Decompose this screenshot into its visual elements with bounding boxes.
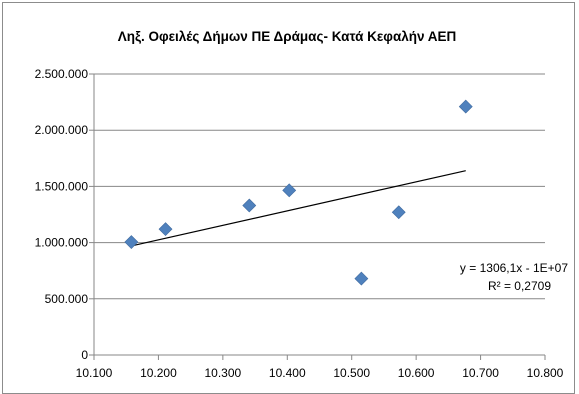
data-point <box>242 198 257 213</box>
x-tick-labels: 10.100 10.200 10.300 10.400 10.500 10.600 10.7… <box>76 366 564 380</box>
axes <box>89 73 546 360</box>
y-tick-labels: 0 500.000 1.000.000 1.500.000 2.000.000 2.500… <box>35 67 89 362</box>
data-point <box>158 222 173 237</box>
data-point <box>124 235 139 249</box>
y-tick-label: 2.000.000 <box>35 123 89 137</box>
x-tick-label: 10.500 <box>333 366 370 380</box>
y-tick-label: 1.000.000 <box>35 236 89 250</box>
y-tick-label: 1.500.000 <box>35 179 89 193</box>
y-tick-label: 500.000 <box>45 292 89 306</box>
x-tick-label: 10.200 <box>140 366 177 380</box>
data-point <box>391 205 406 220</box>
x-tick-label: 10.100 <box>76 366 113 380</box>
x-tick-label: 10.800 <box>527 366 564 380</box>
data-point <box>354 271 369 286</box>
trendline-line <box>131 170 466 247</box>
trendline <box>131 170 466 247</box>
data-point <box>458 99 473 114</box>
x-tick-label: 10.400 <box>269 366 306 380</box>
scatter-chart: Ληξ. Οφειλές Δήμων ΠΕ Δράμας- Κατά Κεφαλ… <box>35 29 569 380</box>
x-tick-label: 10.700 <box>462 366 499 380</box>
x-tick-label: 10.300 <box>205 366 242 380</box>
trendline-equation: y = 1306,1x - 1E+07 <box>460 261 568 275</box>
chart-title: Ληξ. Οφειλές Δήμων ΠΕ Δράμας- Κατά Κεφαλ… <box>118 29 457 44</box>
y-tick-label: 0 <box>81 348 88 362</box>
gridlines <box>94 73 545 300</box>
data-points <box>124 99 473 286</box>
data-point <box>282 183 297 198</box>
trendline-r-squared: R² = 0,2709 <box>488 279 551 293</box>
y-tick-label: 2.500.000 <box>35 67 89 81</box>
x-tick-label: 10.600 <box>398 366 435 380</box>
